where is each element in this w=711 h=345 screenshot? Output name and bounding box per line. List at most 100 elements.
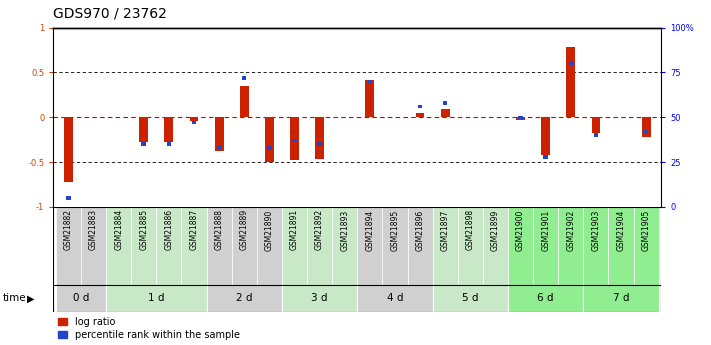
Bar bbox=[569, 62, 573, 65]
Bar bbox=[567, 47, 575, 117]
Bar bbox=[290, 117, 299, 160]
Text: GSM21896: GSM21896 bbox=[415, 209, 424, 250]
Bar bbox=[181, 207, 207, 285]
Text: 4 d: 4 d bbox=[387, 294, 403, 303]
Bar bbox=[543, 155, 548, 159]
Bar bbox=[66, 196, 70, 200]
Text: time: time bbox=[3, 294, 26, 303]
Text: GSM21898: GSM21898 bbox=[466, 209, 475, 250]
Bar bbox=[156, 207, 181, 285]
Text: GSM21904: GSM21904 bbox=[616, 209, 626, 251]
Bar bbox=[594, 134, 598, 137]
Text: GSM21892: GSM21892 bbox=[315, 209, 324, 250]
Bar bbox=[166, 142, 171, 146]
Bar bbox=[292, 139, 296, 142]
Bar bbox=[441, 109, 449, 117]
Bar bbox=[267, 146, 272, 150]
Text: GSM21891: GSM21891 bbox=[290, 209, 299, 250]
Text: GSM21893: GSM21893 bbox=[341, 209, 349, 250]
Bar bbox=[164, 117, 173, 142]
Text: 1 d: 1 d bbox=[148, 294, 164, 303]
Bar bbox=[365, 80, 374, 117]
Bar bbox=[307, 207, 332, 285]
Bar bbox=[418, 105, 422, 108]
Bar bbox=[609, 207, 634, 285]
Bar bbox=[357, 285, 432, 312]
Text: 2 d: 2 d bbox=[236, 294, 252, 303]
Bar bbox=[443, 101, 447, 105]
Text: GSM21885: GSM21885 bbox=[139, 209, 149, 250]
Bar bbox=[265, 117, 274, 162]
Bar bbox=[332, 207, 357, 285]
Text: GSM21902: GSM21902 bbox=[566, 209, 575, 250]
Bar bbox=[282, 207, 307, 285]
Bar bbox=[81, 207, 106, 285]
Bar bbox=[516, 117, 525, 120]
Text: 3 d: 3 d bbox=[311, 294, 328, 303]
Text: GSM21903: GSM21903 bbox=[592, 209, 600, 251]
Text: GSM21890: GSM21890 bbox=[265, 209, 274, 250]
Bar bbox=[432, 285, 508, 312]
Text: 7 d: 7 d bbox=[613, 294, 629, 303]
Bar bbox=[357, 207, 383, 285]
Text: GSM21883: GSM21883 bbox=[89, 209, 98, 250]
Text: GSM21895: GSM21895 bbox=[390, 209, 400, 250]
Text: 0 d: 0 d bbox=[73, 294, 89, 303]
Bar bbox=[240, 86, 249, 117]
Text: GSM21894: GSM21894 bbox=[365, 209, 374, 250]
Bar bbox=[106, 207, 132, 285]
Bar bbox=[141, 142, 146, 146]
Bar bbox=[518, 116, 523, 119]
Bar bbox=[541, 117, 550, 155]
Text: GSM21884: GSM21884 bbox=[114, 209, 123, 250]
Bar bbox=[282, 285, 357, 312]
Bar bbox=[232, 207, 257, 285]
Bar bbox=[368, 80, 372, 83]
Bar bbox=[642, 117, 651, 137]
Legend: log ratio, percentile rank within the sample: log ratio, percentile rank within the sa… bbox=[58, 317, 240, 340]
Bar bbox=[207, 285, 282, 312]
Bar bbox=[592, 117, 600, 134]
Bar bbox=[192, 121, 196, 125]
Bar bbox=[215, 117, 223, 151]
Bar bbox=[458, 207, 483, 285]
Bar bbox=[315, 117, 324, 159]
Bar bbox=[56, 285, 106, 312]
Bar bbox=[106, 285, 207, 312]
Bar bbox=[190, 117, 198, 121]
Bar bbox=[56, 207, 81, 285]
Text: GSM21889: GSM21889 bbox=[240, 209, 249, 250]
Text: ▶: ▶ bbox=[27, 294, 35, 303]
Text: GSM21888: GSM21888 bbox=[215, 209, 224, 250]
Bar bbox=[242, 76, 247, 80]
Bar bbox=[483, 207, 508, 285]
Bar bbox=[508, 207, 533, 285]
Bar bbox=[558, 207, 583, 285]
Text: GSM21905: GSM21905 bbox=[641, 209, 651, 251]
Bar bbox=[407, 207, 432, 285]
Bar bbox=[64, 117, 73, 182]
Text: 5 d: 5 d bbox=[462, 294, 479, 303]
Bar bbox=[583, 285, 658, 312]
Text: 6 d: 6 d bbox=[538, 294, 554, 303]
Bar bbox=[583, 207, 609, 285]
Bar bbox=[644, 130, 648, 134]
Bar bbox=[508, 285, 583, 312]
Text: GSM21887: GSM21887 bbox=[190, 209, 198, 250]
Bar bbox=[132, 207, 156, 285]
Bar bbox=[634, 207, 658, 285]
Text: GDS970 / 23762: GDS970 / 23762 bbox=[53, 7, 167, 21]
Text: GSM21882: GSM21882 bbox=[64, 209, 73, 250]
Text: GSM21899: GSM21899 bbox=[491, 209, 500, 250]
Bar bbox=[317, 142, 322, 146]
Bar bbox=[207, 207, 232, 285]
Text: GSM21886: GSM21886 bbox=[164, 209, 173, 250]
Bar bbox=[533, 207, 558, 285]
Bar bbox=[139, 117, 148, 142]
Bar bbox=[257, 207, 282, 285]
Text: GSM21900: GSM21900 bbox=[516, 209, 525, 251]
Bar bbox=[416, 113, 424, 117]
Text: GSM21897: GSM21897 bbox=[441, 209, 449, 250]
Text: GSM21901: GSM21901 bbox=[541, 209, 550, 250]
Bar bbox=[432, 207, 458, 285]
